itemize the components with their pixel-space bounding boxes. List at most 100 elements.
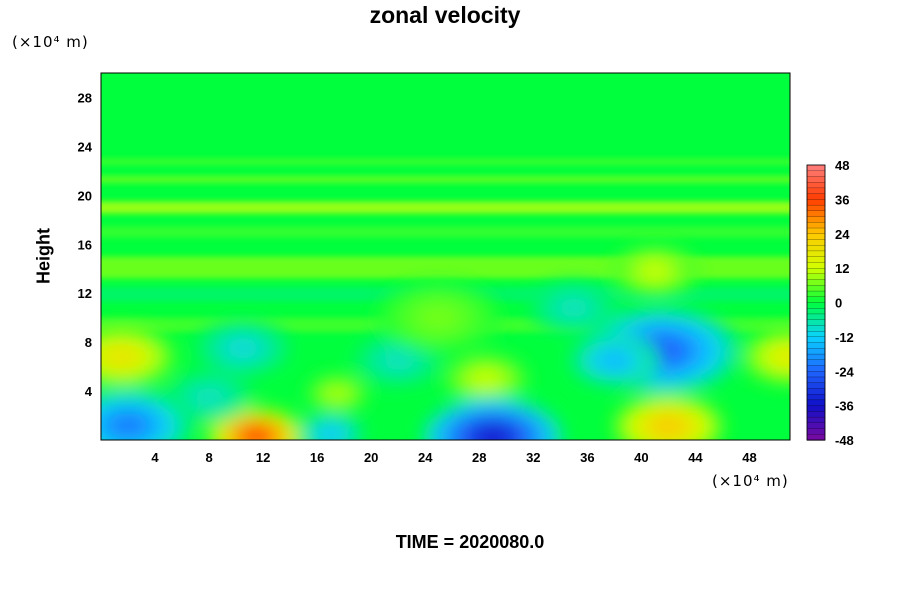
- y-tick-label: 24: [78, 139, 93, 154]
- colorbar-swatch: [806, 313, 826, 321]
- chart-title: zonal velocity: [369, 2, 521, 28]
- colorbar-swatch: [806, 285, 826, 292]
- velocity-feature: [471, 424, 515, 440]
- colorbar-swatch: [806, 290, 826, 298]
- velocity-feature: [103, 345, 140, 369]
- x-tick-label: 28: [472, 450, 486, 465]
- x-tick-label: 12: [256, 450, 270, 465]
- velocity-feature: [193, 386, 225, 408]
- y-axis-unit: (×10⁴ m): [12, 33, 89, 51]
- colorbar-swatch: [806, 416, 826, 424]
- velocity-band: [101, 225, 790, 239]
- colorbar-swatch: [806, 245, 826, 252]
- colorbar-swatch: [806, 164, 826, 172]
- colorbar-swatch: [806, 176, 826, 183]
- y-tick-label: 16: [78, 237, 92, 252]
- colorbar-swatch: [806, 216, 826, 223]
- colorbar-swatch: [806, 193, 826, 200]
- colorbar-frame: [806, 164, 826, 441]
- colorbar-swatch: [806, 273, 826, 281]
- plot-frame: [100, 72, 791, 441]
- colorbar-tick-label: 48: [835, 158, 849, 173]
- velocity-feature: [382, 350, 415, 371]
- colorbar-swatch: [806, 388, 826, 395]
- x-tick-label: 44: [688, 450, 703, 465]
- colorbar-swatch: [806, 353, 826, 361]
- velocity-feature: [639, 261, 671, 282]
- velocity-band: [101, 158, 790, 165]
- colorbar-swatch: [806, 279, 826, 286]
- colorbar-tick-label: -48: [835, 433, 854, 448]
- x-tick-label: 4: [151, 450, 159, 465]
- colorbar-swatch: [806, 256, 826, 264]
- y-tick-label: 8: [85, 335, 92, 350]
- velocity-feature: [317, 425, 344, 440]
- x-tick-label: 20: [364, 450, 378, 465]
- x-tick-label: 24: [418, 450, 433, 465]
- velocity-field: [101, 73, 790, 440]
- colorbar-swatch: [806, 250, 826, 258]
- colorbar-swatch: [806, 382, 826, 390]
- velocity-feature: [650, 414, 687, 439]
- colorbar-swatch: [806, 227, 826, 235]
- colorbar-swatch: [806, 204, 826, 212]
- velocity-band: [101, 175, 790, 184]
- velocity-feature: [418, 305, 459, 331]
- x-tick-label: 40: [634, 450, 648, 465]
- colorbar-swatch: [806, 170, 826, 178]
- colorbar-swatch: [806, 434, 826, 441]
- colorbar-swatch: [806, 394, 826, 401]
- x-tick-labels: 4 8 12 16 20 24 28 32 36 40 44 48: [151, 450, 756, 465]
- colorbar-swatch: [806, 336, 826, 344]
- colorbar-swatch: [806, 365, 826, 372]
- colorbar-tick-label: 36: [835, 192, 849, 207]
- y-tick-labels: 4 8 12 16 20 24 28: [78, 90, 93, 399]
- colorbar-swatch: [806, 296, 826, 304]
- x-tick-label: 48: [742, 450, 756, 465]
- velocity-band: [101, 201, 790, 214]
- colorbar-swatch: [806, 399, 826, 407]
- colorbar-swatch: [806, 268, 826, 275]
- velocity-feature: [470, 368, 502, 389]
- x-axis-unit: (×10⁴ m): [712, 472, 789, 490]
- velocity-feature: [108, 412, 149, 438]
- colorbar-swatch: [806, 371, 826, 378]
- colorbar-swatch: [806, 239, 826, 246]
- colorbar-swatch: [806, 411, 826, 418]
- velocity-feature: [558, 297, 590, 319]
- colorbar-swatch: [806, 428, 826, 435]
- colorbar-swatch: [806, 319, 826, 327]
- colorbar-swatch: [806, 233, 826, 241]
- colorbar-swatch: [806, 210, 826, 218]
- colorbar-swatch: [806, 342, 826, 349]
- colorbar-swatch: [806, 222, 826, 229]
- colorbar-swatch: [806, 262, 826, 269]
- colorbar-swatch: [806, 187, 826, 195]
- time-label: TIME = 2020080.0: [395, 532, 545, 552]
- colorbar-swatch: [806, 308, 826, 315]
- colorbar-tick-label: 0: [835, 296, 842, 311]
- colorbar-swatch: [806, 331, 826, 338]
- colorbar-swatch: [806, 405, 826, 412]
- velocity-feature: [598, 350, 631, 371]
- velocity-feature: [325, 385, 350, 402]
- colorbar-swatch: [806, 199, 826, 206]
- colorbar-swatch: [806, 359, 826, 367]
- colorbar-tick-label: 24: [835, 227, 850, 242]
- colorbar-swatch: [806, 182, 826, 189]
- colorbar-tick-label: -12: [835, 330, 854, 345]
- colorbar: 48 36 24 12 0 -12 -24 -36 -48: [806, 158, 855, 448]
- x-tick-label: 16: [310, 450, 324, 465]
- y-tick-label: 12: [78, 286, 92, 301]
- x-tick-label: 32: [526, 450, 540, 465]
- colorbar-swatch: [806, 348, 826, 355]
- y-tick-label: 28: [78, 90, 92, 105]
- colorbar-swatch: [806, 422, 826, 430]
- velocity-feature: [239, 425, 273, 440]
- y-tick-label: 20: [78, 188, 92, 203]
- velocity-feature: [226, 337, 260, 359]
- velocity-feature: [773, 346, 790, 368]
- colorbar-swatch: [806, 325, 826, 332]
- colorbar-swatch: [806, 376, 826, 384]
